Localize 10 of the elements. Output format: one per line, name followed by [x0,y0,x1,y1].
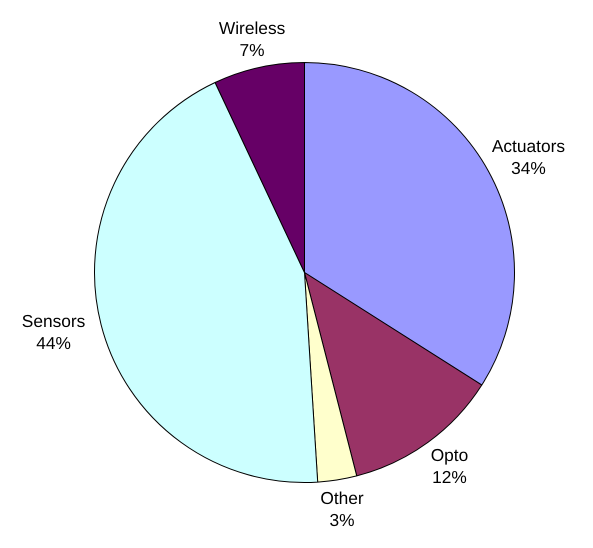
slice-label: Actuators [492,136,566,156]
slice-label: Opto [430,445,468,466]
data-label: 34% [511,158,546,178]
slice-label: Other [320,488,364,508]
slice-label: Sensors [22,311,86,332]
data-label: 7% [240,40,265,60]
data-label: 3% [330,510,355,530]
slice-label: Wireless [218,18,286,38]
data-label: 12% [432,467,467,488]
data-label: 44% [36,333,71,354]
